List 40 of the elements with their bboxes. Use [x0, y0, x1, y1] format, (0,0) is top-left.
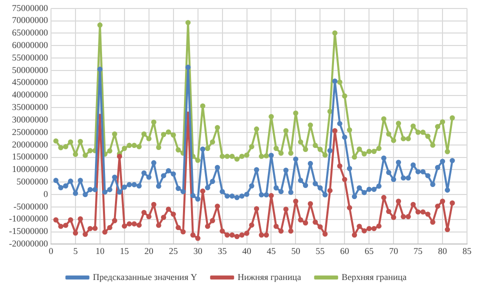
x-tick-label: 20 [144, 246, 154, 256]
x-tick-label: 70 [389, 246, 399, 256]
x-tick-label: 15 [120, 246, 130, 256]
x-tick-label: 10 [95, 246, 105, 256]
y-tick-label: 30000000 [12, 114, 48, 124]
x-tick-label: 85 [462, 246, 472, 256]
x-tick-label: 5 [73, 246, 78, 256]
x-tick-label: 75 [414, 246, 424, 256]
y-tick-label: 40000000 [12, 90, 48, 100]
y-tick-label: 75000000 [12, 2, 48, 13]
x-tick-label: 50 [291, 246, 301, 256]
y-tick-label: 45000000 [12, 77, 48, 88]
y-tick-label: 10000000 [12, 164, 48, 174]
x-tick-label: 35 [218, 246, 228, 256]
y-tick-label: 35000000 [12, 102, 48, 112]
y-tick-label: -20000000 [8, 238, 48, 249]
x-tick-label: 45 [266, 246, 276, 256]
x-tick-label: 60 [340, 246, 350, 256]
y-tick-label: 25000000 [12, 126, 48, 137]
x-tick-label: 80 [438, 246, 448, 256]
x-tick-label: 65 [364, 246, 374, 256]
y-tick-label: 60000000 [12, 40, 48, 50]
legend-label: Предсказанные значения Y [92, 272, 198, 282]
y-tick-label: -5000000 [13, 201, 48, 212]
y-tick-label: -15000000 [8, 226, 48, 236]
y-tick-label: 55000000 [12, 52, 48, 62]
x-tick-label: 25 [168, 246, 178, 256]
y-tick-label: 20000000 [12, 139, 48, 150]
x-tick-label: 55 [316, 246, 326, 256]
y-tick-label: 5000000 [16, 176, 48, 187]
y-tick-label: 65000000 [12, 28, 48, 38]
x-tick-label: 40 [242, 246, 252, 256]
x-tick-label: 30 [193, 246, 203, 256]
y-tick-label: 15000000 [12, 152, 48, 162]
y-tick-label: 50000000 [12, 64, 48, 75]
legend-label: Верхняя граница [342, 272, 407, 282]
y-tick-label: -10000000 [8, 214, 48, 224]
y-tick-label: 0 [43, 188, 48, 199]
legend-label: Нижняя граница [238, 272, 302, 282]
y-tick-label: 70000000 [12, 15, 48, 26]
